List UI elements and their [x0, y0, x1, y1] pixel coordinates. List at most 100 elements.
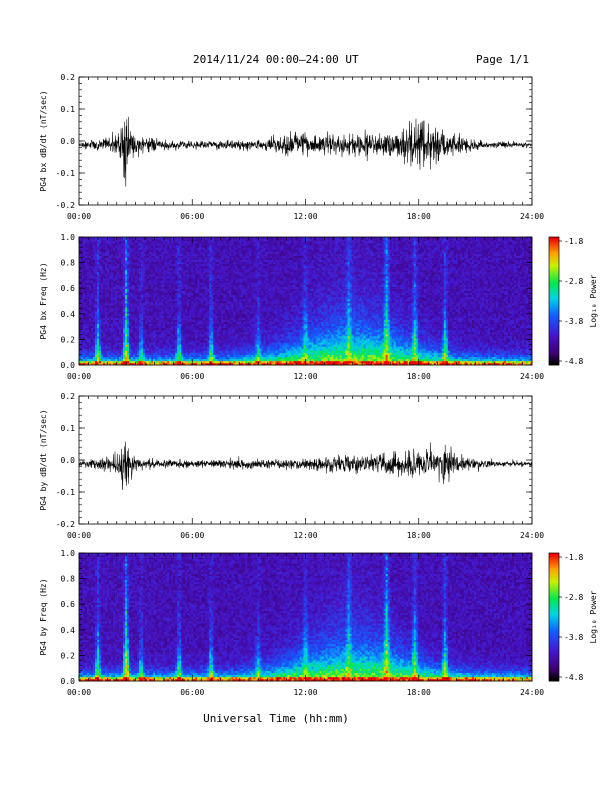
- spectrogram-cell: [231, 245, 233, 247]
- spectrogram-cell: [101, 289, 103, 291]
- spectrogram-cell: [101, 299, 103, 301]
- spectrogram-cell: [87, 243, 89, 245]
- spectrogram-cell: [161, 322, 163, 324]
- spectrogram-cell: [105, 342, 107, 344]
- spectrogram-cell: [133, 291, 135, 293]
- spectrogram-cell: [203, 260, 205, 262]
- spectrogram-cell: [143, 338, 145, 340]
- spectrogram-cell: [221, 346, 223, 348]
- spectrogram-cell: [195, 338, 197, 340]
- spectrogram-cell: [163, 340, 165, 342]
- spectrogram-cell: [141, 274, 143, 276]
- spectrogram-cell: [217, 336, 219, 338]
- spectrogram-cell: [203, 330, 205, 332]
- spectrogram-cell: [199, 322, 201, 324]
- spectrogram-cell: [191, 348, 193, 350]
- spectrogram-cell: [229, 241, 231, 243]
- spectrogram-cell: [111, 309, 113, 311]
- spectrogram-cell: [163, 272, 165, 274]
- spectrogram-cell: [171, 338, 173, 340]
- spectrogram-cell: [143, 348, 145, 350]
- spectrogram-cell: [215, 293, 217, 295]
- spectrogram-cell: [221, 353, 223, 355]
- spectrogram-cell: [205, 274, 207, 276]
- spectrogram-cell: [135, 251, 137, 253]
- spectrogram-cell: [201, 270, 203, 272]
- spectrogram-cell: [213, 361, 215, 363]
- spectrogram-cell: [177, 245, 179, 247]
- spectrogram-cell: [145, 324, 147, 326]
- spectrogram-cell: [215, 270, 217, 272]
- spectrogram-cell: [215, 355, 217, 357]
- spectrogram-cell: [85, 348, 87, 350]
- spectrogram-cell: [213, 270, 215, 272]
- spectrogram-cell: [161, 311, 163, 313]
- spectrogram-cell: [91, 268, 93, 270]
- spectrogram-cell: [89, 340, 91, 342]
- spectrogram-cell: [185, 284, 187, 286]
- spectrogram-cell: [129, 274, 131, 276]
- spectrogram-cell: [157, 241, 159, 243]
- spectrogram-cell: [187, 315, 189, 317]
- spectrogram-cell: [141, 318, 143, 320]
- spectrogram-cell: [107, 336, 109, 338]
- spectrogram-cell: [145, 299, 147, 301]
- spectrogram-cell: [219, 282, 221, 284]
- spectrogram-cell: [221, 334, 223, 336]
- spectrogram-cell: [223, 239, 225, 241]
- spectrogram-cell: [163, 332, 165, 334]
- spectrogram-cell: [175, 266, 177, 268]
- spectrogram-cell: [111, 324, 113, 326]
- spectrogram-cell: [109, 264, 111, 266]
- spectrogram-cell: [139, 320, 141, 322]
- spectrogram-cell: [203, 262, 205, 264]
- spectrogram-cell: [141, 251, 143, 253]
- spectrogram-cell: [223, 353, 225, 355]
- spectrogram-cell: [141, 336, 143, 338]
- spectrogram-cell: [193, 324, 195, 326]
- spectrogram-cell: [133, 293, 135, 295]
- spectrogram-cell: [121, 276, 123, 278]
- spectrogram-cell: [143, 258, 145, 260]
- spectrogram-cell: [213, 324, 215, 326]
- spectrogram-cell: [97, 351, 99, 353]
- spectrogram-cell: [129, 344, 131, 346]
- spectrogram-cell: [137, 241, 139, 243]
- spectrogram-cell: [111, 287, 113, 289]
- spectrogram-cell: [107, 313, 109, 315]
- spectrogram-cell: [179, 243, 181, 245]
- spectrogram-cell: [203, 318, 205, 320]
- spectrogram-cell: [127, 249, 129, 251]
- spectrogram-cell: [103, 311, 105, 313]
- spectrogram-cell: [227, 284, 229, 286]
- spectrogram-cell: [121, 313, 123, 315]
- spectrogram-cell: [97, 309, 99, 311]
- spectrogram-cell: [213, 297, 215, 299]
- spectrogram-cell: [141, 260, 143, 262]
- spectrogram-cell: [219, 322, 221, 324]
- spectrogram-cell: [83, 270, 85, 272]
- spectrogram-cell: [139, 256, 141, 258]
- spectrogram-cell: [227, 322, 229, 324]
- spectrogram-cell: [129, 291, 131, 293]
- spectrogram-cell: [193, 266, 195, 268]
- spectrogram-cell: [231, 272, 233, 274]
- spectrogram-cell: [181, 320, 183, 322]
- spectrogram-cell: [131, 361, 133, 363]
- spectrogram-cell: [231, 289, 233, 291]
- spectrogram-cell: [157, 274, 159, 276]
- spectrogram-cell: [177, 264, 179, 266]
- spectrogram-cell: [223, 303, 225, 305]
- spectrogram-cell: [197, 336, 199, 338]
- spectrogram-cell: [221, 361, 223, 363]
- spectrogram-cell: [223, 260, 225, 262]
- spectrogram-cell: [145, 311, 147, 313]
- spectrogram-cell: [99, 251, 101, 253]
- spectrogram-cell: [127, 291, 129, 293]
- spectrogram-cell: [193, 315, 195, 317]
- spectrogram-cell: [177, 303, 179, 305]
- spectrogram-cell: [199, 264, 201, 266]
- spectrogram-cell: [143, 320, 145, 322]
- spectrogram-cell: [203, 278, 205, 280]
- spectrogram-cell: [215, 254, 217, 256]
